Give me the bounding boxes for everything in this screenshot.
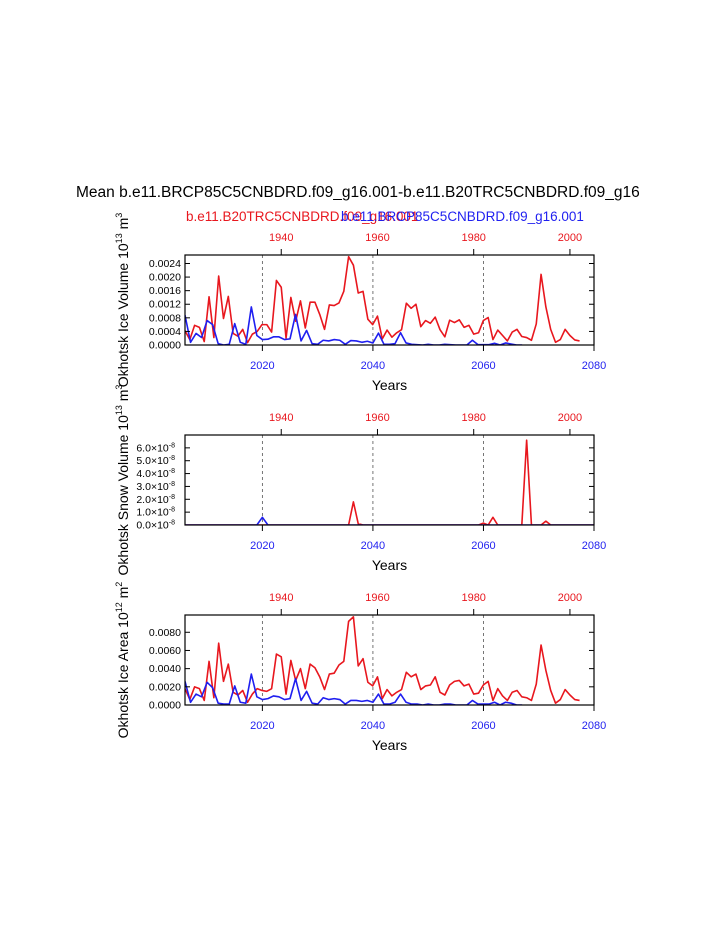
y-tick-exponent: -8 xyxy=(169,494,175,501)
y-tick-label: 0.0020 xyxy=(149,681,181,693)
x-top-tick-label: 1960 xyxy=(365,592,389,604)
x-top-tick-label: 1940 xyxy=(269,412,293,424)
x-top-tick-label: 1960 xyxy=(365,412,389,424)
x-top-tick-label: 1940 xyxy=(269,232,293,244)
y-tick-exponent: -8 xyxy=(169,468,175,475)
x-axis-title: Years xyxy=(372,557,407,573)
x-bottom-tick-label: 2060 xyxy=(471,540,495,552)
series-line-red xyxy=(185,439,594,525)
y-tick-label: 0.0080 xyxy=(149,627,181,639)
y-tick-label: 0.0000 xyxy=(149,340,181,352)
y-tick-label: 6.0×10-8 xyxy=(136,442,175,454)
x-top-tick-label: 2000 xyxy=(558,412,582,424)
x-bottom-tick-label: 2040 xyxy=(361,360,385,372)
x-bottom-tick-label: 2080 xyxy=(582,720,606,732)
y-tick-exponent: -8 xyxy=(169,507,175,514)
x-bottom-tick-label: 2020 xyxy=(250,720,274,732)
x-bottom-tick-label: 2040 xyxy=(361,720,385,732)
y-tick-label: 0.0000 xyxy=(149,700,181,712)
x-top-tick-label: 1940 xyxy=(269,592,293,604)
y-tick-label: 4.0×10-8 xyxy=(136,468,175,480)
chart-panel-ice-area: 0.0000 0.0020 0.0040 0.0060 0.0080 2020 2040 20… xyxy=(114,582,606,753)
y-tick-label: 0.0008 xyxy=(149,312,181,324)
x-bottom-tick-label: 2040 xyxy=(361,540,385,552)
series-line-blue xyxy=(185,516,594,525)
chart-panel-snow-volume: 0.0×10-81.0×10-82.0×10-83.0×10-84.0×10-8… xyxy=(114,385,606,576)
x-bottom-tick-label: 2060 xyxy=(471,720,495,732)
y-tick-label: 2.0×10-8 xyxy=(136,494,175,506)
x-bottom-tick-label: 2020 xyxy=(250,540,274,552)
y-axis-title: Okhotsk Ice Area 1012 m2 xyxy=(114,582,131,739)
y-tick-label: 5.0×10-8 xyxy=(136,455,175,467)
series-line-red xyxy=(185,616,580,704)
series-line-blue xyxy=(185,306,523,345)
y-tick-label: 0.0060 xyxy=(149,645,181,657)
y-axis-title: Okhotsk Ice Volume 1013 m3 xyxy=(114,213,131,388)
plot-frame xyxy=(184,434,595,526)
y-tick-label: 3.0×10-8 xyxy=(136,481,175,493)
y-tick-label: 0.0×10-8 xyxy=(136,520,175,532)
x-top-tick-label: 1980 xyxy=(461,232,485,244)
y-tick-label: 0.0016 xyxy=(149,285,181,297)
x-top-tick-label: 1980 xyxy=(461,412,485,424)
y-axis-title: Okhotsk Snow Volume 1013 m3 xyxy=(114,385,131,576)
y-tick-label: 1.0×10-8 xyxy=(136,507,175,519)
x-top-tick-label: 1960 xyxy=(365,232,389,244)
plot-frame xyxy=(184,254,595,346)
x-bottom-tick-label: 2080 xyxy=(582,360,606,372)
y-tick-exponent: -8 xyxy=(169,481,175,488)
x-top-tick-label: 1980 xyxy=(461,592,485,604)
y-tick-exponent: -8 xyxy=(169,520,175,527)
x-top-tick-label: 2000 xyxy=(558,592,582,604)
y-tick-exponent: -8 xyxy=(169,442,175,449)
y-tick-label: 0.0012 xyxy=(149,299,181,311)
x-bottom-tick-label: 2080 xyxy=(582,540,606,552)
x-bottom-tick-label: 2060 xyxy=(471,360,495,372)
y-tick-label: 0.0040 xyxy=(149,663,181,675)
y-tick-label: 0.0024 xyxy=(149,258,181,270)
x-top-tick-label: 2000 xyxy=(558,232,582,244)
legend-blue-series: b.e11.BRCP85C5CNBDRD.f09_g16.001 xyxy=(341,209,584,224)
plot-frame xyxy=(184,614,595,706)
x-axis-title: Years xyxy=(372,737,407,753)
y-tick-exponent: -8 xyxy=(169,455,175,462)
y-tick-label: 0.0020 xyxy=(149,272,181,284)
series-line-red xyxy=(185,255,580,344)
series-line-blue xyxy=(185,673,523,705)
y-tick-label: 0.0004 xyxy=(149,326,181,338)
main-title: Mean b.e11.BRCP85C5CNBDRD.f09_g16.001-b.… xyxy=(76,184,640,201)
legend-red-series: b.e11.B20TRC5CNBDRD.f09_g16.001 xyxy=(186,209,418,224)
x-axis-title: Years xyxy=(372,377,407,393)
chart-panels: 0.00000.00040.00080.00120.00160.00200.00… xyxy=(114,213,606,753)
x-bottom-tick-label: 2020 xyxy=(250,360,274,372)
